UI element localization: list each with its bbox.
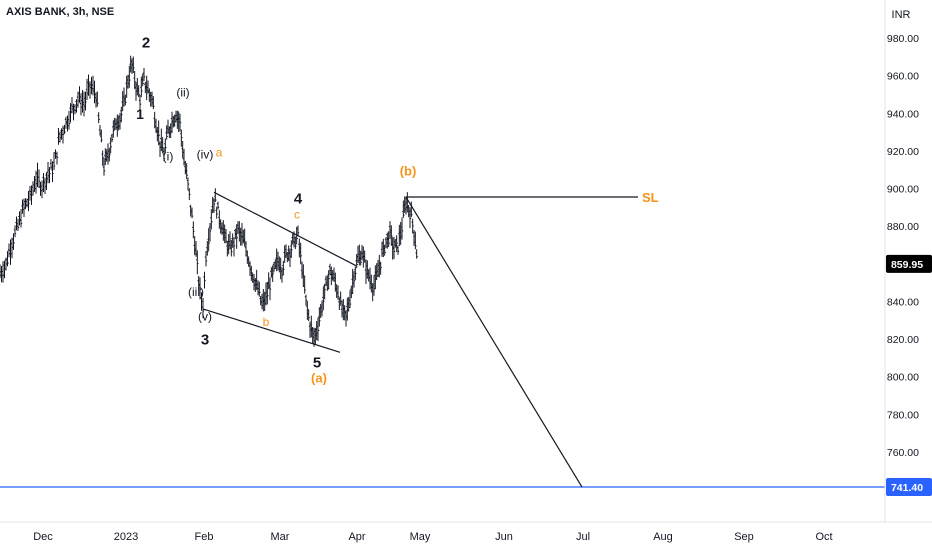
x-tick-label: Apr (348, 531, 365, 543)
wedge-upper-line (213, 191, 357, 267)
y-tick-label: 840.00 (887, 296, 919, 308)
x-tick-label: Feb (195, 531, 214, 543)
x-tick-label: Dec (33, 531, 53, 543)
wedge-lower-line (202, 308, 341, 353)
y-tick-label: 960.00 (887, 71, 919, 83)
wave-label: (ii) (176, 85, 189, 99)
wave-label: (iii) (188, 285, 204, 299)
wave-label: (a) (311, 370, 327, 385)
stop-loss-label: SL (642, 190, 659, 205)
x-tick-label: 2023 (114, 531, 138, 543)
target-price-badge (886, 478, 932, 497)
wave-label: 1 (136, 106, 144, 122)
drawings: SL (0, 190, 885, 488)
wave-label: 3 (201, 332, 209, 349)
price-bars (0, 55, 418, 347)
target-price-label: 741.40 (891, 482, 923, 494)
chart-title: AXIS BANK, 3h, NSE (6, 6, 115, 18)
y-tick-label: 800.00 (887, 372, 919, 384)
wave-label: c (294, 208, 300, 222)
wave-label: (iv) (197, 147, 214, 161)
y-tick-label: 980.00 (887, 33, 919, 45)
x-tick-label: Sep (734, 531, 754, 543)
wave-label: 4 (294, 191, 303, 208)
wave-label: 2 (142, 34, 150, 51)
y-tick-label: 900.00 (887, 184, 919, 196)
projection-line (405, 196, 583, 488)
wave-label: (i) (163, 149, 174, 163)
x-tick-label: Jul (576, 531, 590, 543)
wave-label: b (263, 315, 270, 329)
wave-label: 5 (313, 354, 321, 371)
y-tick-label: 880.00 (887, 221, 919, 233)
currency-label: INR (892, 9, 911, 21)
x-tick-label: Aug (653, 531, 673, 543)
y-tick-label: 760.00 (887, 447, 919, 459)
wave-label: (v) (198, 309, 212, 323)
y-tick-label: 920.00 (887, 146, 919, 158)
x-tick-label: Mar (271, 531, 290, 543)
last-price-label: 859.95 (891, 259, 923, 271)
wave-labels: 2 1 (ii) (i) (iv) a (iii) (v) 3 b 4c 5(a) (b) (136, 34, 416, 385)
x-tick-label: May (410, 531, 431, 543)
y-tick-label: 820.00 (887, 334, 919, 346)
last-price-badge (886, 254, 932, 273)
time-axis: Dec 2023 Feb Mar Apr May Jun Jul Aug Sep Oct (0, 521, 932, 543)
wave-label: a (216, 146, 223, 160)
price-axis: INR 980.00 960.00 940.00 920.00 900.00 880.00 8… (884, 0, 932, 522)
y-tick-label: 940.00 (887, 108, 919, 120)
y-tick-label: 780.00 (887, 409, 919, 421)
x-tick-label: Oct (815, 531, 832, 543)
x-tick-label: Jun (495, 531, 513, 543)
wave-label: (b) (400, 163, 417, 178)
